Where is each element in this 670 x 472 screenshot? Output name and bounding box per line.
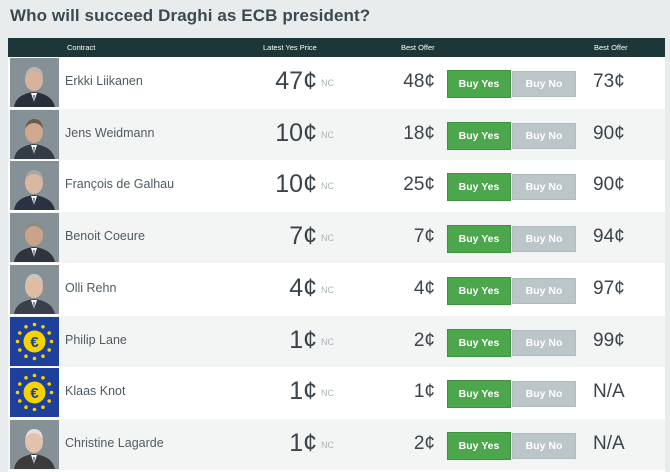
price-change: NC (321, 284, 334, 295)
buy-yes-button[interactable]: Buy Yes (447, 276, 511, 305)
table-row: € Klaas Knot 1¢ NC 1¢ Buy Yes Buy No N/A (8, 367, 665, 419)
contract-name[interactable]: François de Galhau (65, 177, 175, 192)
best-offer-yes: 1¢ (413, 381, 435, 403)
latest-yes-price: 1¢ (289, 428, 317, 457)
candidate-photo (10, 264, 59, 314)
contract-name[interactable]: Erkki Liikanen (65, 74, 143, 88)
table-header: Contract Latest Yes Price Best Offer Bes… (8, 38, 665, 57)
best-offer-no: 90¢ (593, 174, 625, 196)
buy-yes-button[interactable]: Buy Yes (447, 225, 511, 254)
buy-no-button[interactable]: Buy No (512, 432, 576, 459)
price-change: NC (321, 336, 334, 347)
best-offer-no: 94¢ (593, 226, 625, 248)
best-offer-yes: 18¢ (403, 122, 435, 144)
svg-text:€: € (30, 385, 39, 402)
contract-name[interactable]: Christine Lagarde (65, 435, 164, 450)
latest-yes-price: 47¢ (275, 67, 317, 95)
page-title: Who will succeed Draghi as ECB president… (10, 6, 371, 25)
buy-yes-button[interactable]: Buy Yes (447, 380, 511, 409)
buy-yes-button[interactable]: Buy Yes (447, 431, 511, 460)
contract-name[interactable]: Jens Weidmann (65, 125, 155, 140)
buy-no-button[interactable]: Buy No (512, 329, 576, 356)
best-offer-no: 90¢ (593, 122, 625, 144)
table-row: Erkki Liikanen 47¢ NC 48¢ Buy Yes Buy No 73¢ (8, 57, 665, 108)
buy-yes-button[interactable]: Buy Yes (447, 121, 511, 150)
best-offer-yes: 2¢ (413, 432, 435, 454)
latest-yes-price: 7¢ (289, 222, 317, 251)
table-row: Benoit Coeure 7¢ NC 7¢ Buy Yes Buy No 94¢ (8, 212, 665, 264)
price-change: NC (321, 129, 334, 140)
price-change: NC (321, 78, 334, 88)
best-offer-yes: 4¢ (413, 277, 435, 299)
candidate-photo (10, 419, 59, 469)
price-change: NC (321, 439, 334, 450)
buy-no-button[interactable]: Buy No (512, 122, 576, 149)
buy-no-button[interactable]: Buy No (512, 277, 576, 304)
candidate-photo (10, 161, 59, 211)
table-row: Olli Rehn 4¢ NC 4¢ Buy Yes Buy No 97¢ (8, 263, 665, 315)
header-latest-yes-price: Latest Yes Price (263, 43, 317, 52)
best-offer-yes: 48¢ (403, 71, 435, 92)
best-offer-no: 97¢ (593, 277, 625, 299)
euro-symbol-icon: € (10, 368, 59, 418)
contract-name[interactable]: Olli Rehn (65, 280, 117, 295)
table-row: Christine Lagarde 1¢ NC 2¢ Buy Yes Buy No N/A (8, 418, 665, 470)
buy-yes-button[interactable]: Buy Yes (447, 70, 511, 98)
price-change: NC (321, 233, 334, 244)
svg-text:€: € (30, 334, 39, 351)
table-row: François de Galhau 10¢ NC 25¢ Buy Yes Buy No 9… (8, 160, 665, 212)
euro-symbol-icon: € (10, 316, 59, 366)
buy-yes-button[interactable]: Buy Yes (447, 328, 511, 357)
price-change: NC (321, 388, 334, 399)
price-change: NC (321, 181, 334, 192)
best-offer-no: 99¢ (593, 329, 625, 351)
buy-no-button[interactable]: Buy No (512, 381, 576, 408)
latest-yes-price: 10¢ (275, 170, 317, 199)
best-offer-yes: 7¢ (413, 226, 435, 248)
best-offer-no: N/A (593, 432, 625, 454)
contracts-table: Contract Latest Yes Price Best Offer Bes… (8, 38, 665, 472)
candidate-photo (10, 213, 59, 263)
contract-name[interactable]: Philip Lane (65, 332, 127, 347)
contract-name[interactable]: Klaas Knot (65, 384, 126, 399)
candidate-photo (10, 109, 59, 159)
best-offer-no: 73¢ (593, 71, 625, 92)
latest-yes-price: 1¢ (289, 377, 317, 406)
buy-yes-button[interactable]: Buy Yes (447, 173, 511, 202)
latest-yes-price: 4¢ (289, 273, 317, 302)
latest-yes-price: 1¢ (289, 325, 317, 354)
header-contract: Contract (67, 43, 96, 52)
contract-name[interactable]: Benoit Coeure (65, 229, 145, 244)
buy-no-button[interactable]: Buy No (512, 226, 576, 253)
header-best-offer-yes: Best Offer (401, 43, 435, 52)
table-row: Jens Weidmann 10¢ NC 18¢ Buy Yes Buy No 90¢ (8, 108, 665, 160)
best-offer-yes: 2¢ (413, 329, 435, 351)
candidate-photo (10, 58, 59, 107)
buy-no-button[interactable]: Buy No (512, 174, 576, 201)
header-best-offer-no: Best Offer (594, 43, 628, 52)
buy-no-button[interactable]: Buy No (512, 71, 576, 97)
table-row: € Philip Lane 1¢ NC 2¢ Buy Yes Buy No 99¢ (8, 315, 665, 367)
latest-yes-price: 10¢ (275, 118, 317, 147)
best-offer-yes: 25¢ (403, 174, 435, 196)
best-offer-no: N/A (593, 381, 625, 403)
